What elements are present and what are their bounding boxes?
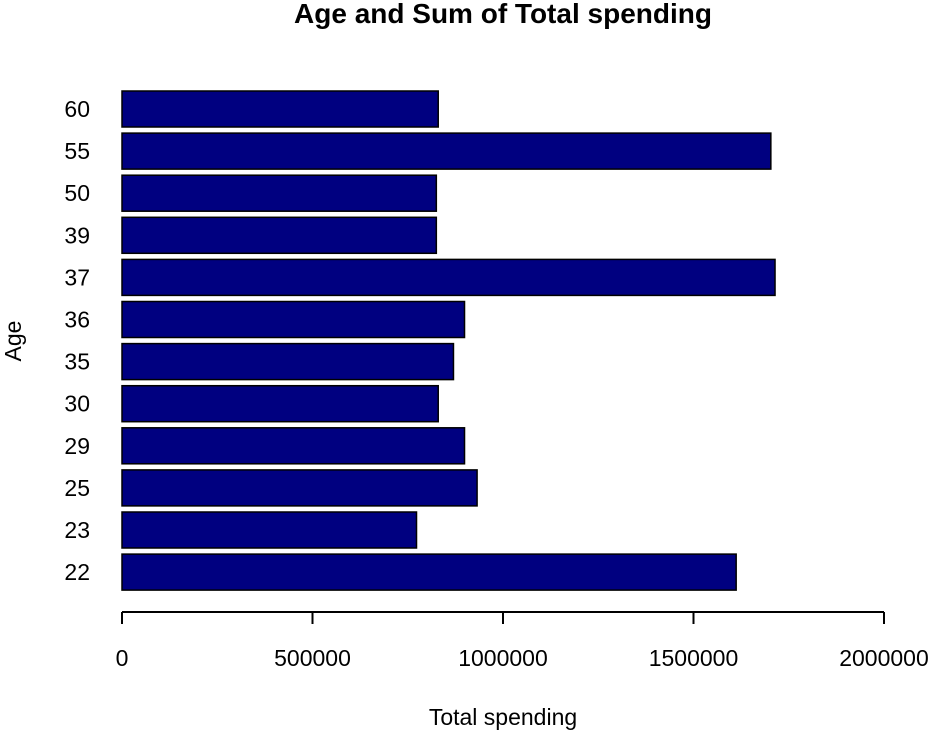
y-tick-label-55: 55	[64, 138, 90, 164]
y-tick-label-50: 50	[64, 180, 90, 206]
bars-layer	[121, 90, 776, 591]
x-tick-label: 1000000	[458, 645, 548, 671]
bar-age-30	[121, 384, 439, 423]
y-tick-label-39: 39	[64, 222, 90, 248]
y-tick-label-29: 29	[64, 433, 90, 459]
bar-age-29	[121, 427, 466, 465]
y-tick-label-23: 23	[64, 517, 90, 543]
bar-age-23	[121, 511, 418, 549]
y-tick-label-60: 60	[64, 96, 90, 122]
x-tick-label: 2000000	[839, 645, 929, 671]
y-axis-title: Age	[0, 321, 26, 362]
bar-age-55	[121, 132, 772, 170]
bar-age-25	[121, 469, 478, 507]
bar-age-60	[121, 90, 439, 128]
bar-age-36	[121, 300, 466, 339]
x-tick-label: 500000	[274, 645, 351, 671]
bar-age-39	[121, 216, 438, 255]
bar-age-22	[121, 553, 737, 591]
x-axis-title: Total spending	[429, 704, 577, 730]
y-tick-label-30: 30	[64, 391, 90, 417]
y-tick-label-25: 25	[64, 475, 90, 501]
chart-title: Age and Sum of Total spending	[294, 0, 712, 29]
y-axis-tick-labels: 22 23 25 29 30 35 36 37 39 50 55 60	[64, 96, 90, 585]
y-tick-label-37: 37	[64, 264, 90, 290]
y-tick-label-22: 22	[64, 559, 90, 585]
x-tick-label: 1500000	[649, 645, 739, 671]
bar-age-37	[121, 258, 776, 297]
bar-age-50	[121, 174, 438, 212]
y-tick-label-35: 35	[64, 349, 90, 375]
x-tick-label: 0	[116, 645, 129, 671]
y-tick-label-36: 36	[64, 307, 90, 333]
x-axis: 0 500000 1000000 1500000 2000000	[116, 611, 929, 671]
bar-age-35	[121, 342, 455, 381]
